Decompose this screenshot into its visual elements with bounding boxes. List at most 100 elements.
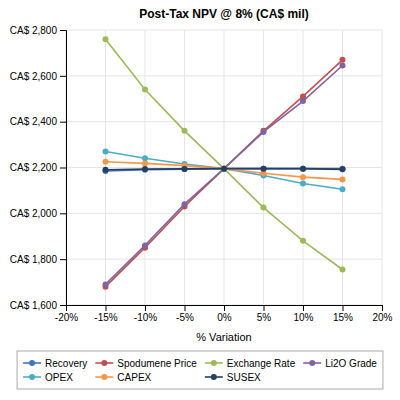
series-point xyxy=(300,166,306,172)
legend: Recovery Spodumene Price Exchange Rate Li2O… xyxy=(17,351,383,389)
y-grid-line xyxy=(66,213,382,214)
x-tick: 0% xyxy=(217,305,232,323)
series-point xyxy=(261,166,267,172)
series-point xyxy=(103,148,109,154)
x-tick-label: 5% xyxy=(257,312,272,323)
series-point xyxy=(261,205,267,211)
y-tick: CA$ 1,600 xyxy=(10,300,66,311)
legend-marker xyxy=(211,360,217,366)
legend-marker xyxy=(29,360,35,366)
x-tick-mark xyxy=(185,305,186,311)
x-tick-mark xyxy=(264,305,265,311)
series-point xyxy=(221,166,227,172)
y-tick-mark xyxy=(60,305,66,306)
series-point xyxy=(103,36,109,42)
y-tick: CA$ 2,000 xyxy=(10,208,66,219)
x-tick: 10% xyxy=(293,305,313,323)
series-point xyxy=(182,201,188,207)
legend-item: Exchange Rate xyxy=(205,358,296,369)
x-tick-label: -5% xyxy=(176,312,194,323)
legend-item: SUSEX xyxy=(205,372,261,383)
series-line xyxy=(106,151,343,189)
legend-label: SUSEX xyxy=(227,372,261,383)
x-tick-label: -20% xyxy=(55,312,78,323)
series-line xyxy=(106,66,343,285)
series-point xyxy=(340,166,346,172)
x-tick-mark xyxy=(303,305,304,311)
y-tick-mark xyxy=(60,122,66,123)
x-tick: -15% xyxy=(94,305,117,323)
y-tick-label: CA$ 2,200 xyxy=(10,162,58,173)
y-tick-label: CA$ 1,800 xyxy=(10,254,58,265)
y-grid-line xyxy=(66,121,382,122)
legend-marker xyxy=(211,374,217,380)
series-point xyxy=(300,174,306,180)
chart: -20% -15% -10% -5% 0% 5% 10% 15% 20% CA$ 1,600 CA$… xyxy=(0,0,400,400)
y-tick: CA$ 2,800 xyxy=(10,25,66,36)
series-point xyxy=(300,166,306,172)
series-point xyxy=(142,166,148,172)
y-axis-line xyxy=(60,31,67,306)
series-point xyxy=(182,166,188,172)
y-grid-line xyxy=(66,75,382,76)
legend-marker xyxy=(29,374,35,380)
series-point xyxy=(221,166,227,172)
y-tick-mark xyxy=(60,168,66,169)
series-point xyxy=(300,98,306,104)
series-point xyxy=(221,166,227,172)
y-tick: CA$ 2,400 xyxy=(10,116,66,127)
y-tick-mark xyxy=(60,30,66,31)
legend-label: Spodumene Price xyxy=(117,358,197,369)
y-tick-label: CA$ 2,000 xyxy=(10,208,58,219)
series-point xyxy=(221,166,227,172)
series-point xyxy=(300,181,306,187)
y-tick-label: CA$ 2,400 xyxy=(10,116,58,127)
legend-item: OPEX xyxy=(23,372,73,383)
series-point xyxy=(103,167,109,173)
x-tick-label: 0% xyxy=(217,312,232,323)
legend-label: Exchange Rate xyxy=(227,358,296,369)
series-point xyxy=(340,186,346,192)
y-tick: CA$ 2,200 xyxy=(10,162,66,173)
legend-marker xyxy=(101,360,107,366)
legend-label: OPEX xyxy=(45,372,73,383)
legend-label: Recovery xyxy=(45,358,87,369)
y-tick: CA$ 1,800 xyxy=(10,254,66,265)
x-tick-label: 10% xyxy=(293,312,313,323)
y-grid-line xyxy=(66,30,382,31)
y-tick-label: CA$ 1,600 xyxy=(10,300,58,311)
x-tick: -10% xyxy=(134,305,157,323)
x-tick: -20% xyxy=(55,305,78,323)
y-tick-label: CA$ 2,600 xyxy=(10,71,58,82)
x-axis: -20% -15% -10% -5% 0% 5% 10% 15% 20% xyxy=(55,305,393,323)
series-point xyxy=(221,166,227,172)
x-tick: 20% xyxy=(372,305,392,323)
legend-label: CAPEX xyxy=(117,372,151,383)
x-tick: 15% xyxy=(333,305,353,323)
x-tick-mark xyxy=(382,305,383,311)
series-point xyxy=(340,176,346,182)
series-line xyxy=(106,39,343,269)
x-tick-mark xyxy=(343,305,344,311)
x-tick-label: 20% xyxy=(372,312,392,323)
series-point xyxy=(221,166,227,172)
x-tick-label: 15% xyxy=(333,312,353,323)
series-point xyxy=(142,87,148,93)
title: Post-Tax NPV @ 8% (CA$ mil) xyxy=(139,7,309,21)
series-line xyxy=(106,60,343,287)
legend-frame xyxy=(17,351,383,389)
x-axis-title: % Variation xyxy=(196,331,251,343)
series-point xyxy=(142,160,148,166)
x-tick-label: -15% xyxy=(94,312,117,323)
series-point xyxy=(103,281,109,287)
series-point xyxy=(340,57,346,63)
x-tick: 5% xyxy=(257,305,272,323)
x-tick-label: -10% xyxy=(134,312,157,323)
legend-item: Li2O Grade xyxy=(303,358,377,369)
legend-label: Li2O Grade xyxy=(325,358,377,369)
series-point xyxy=(103,159,109,165)
series-point xyxy=(340,166,346,172)
series-point xyxy=(182,166,188,172)
legend-item: Spodumene Price xyxy=(95,358,197,369)
y-tick: CA$ 2,600 xyxy=(10,71,66,82)
